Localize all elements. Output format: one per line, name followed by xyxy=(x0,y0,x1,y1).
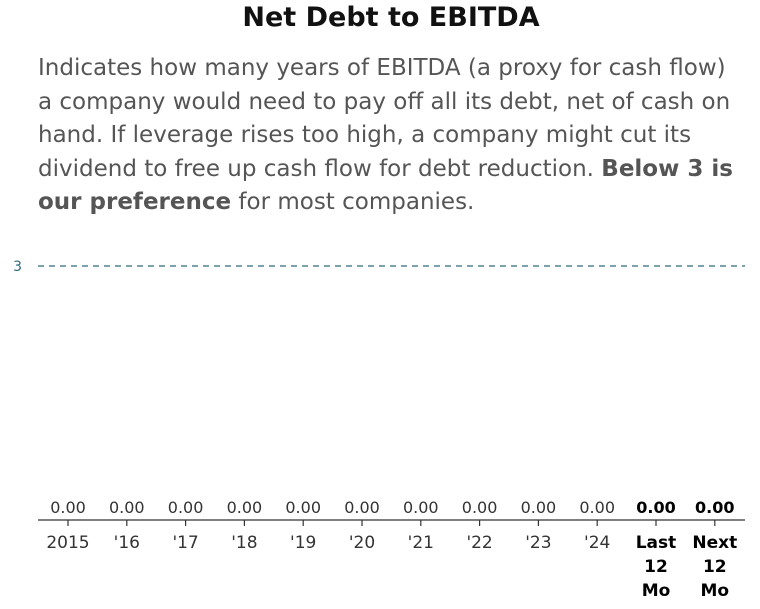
x-tick-label: '21 xyxy=(408,533,434,553)
x-tick-label: '17 xyxy=(172,533,198,553)
description-emphasis: Below 3 is our preference xyxy=(38,155,733,216)
x-tick-labels: 2015 '16 '17 '18 '19 '20 '21 '22 '23 '24 Last 12 Mo N… xyxy=(46,533,737,601)
value-labels: 0.00 0.00 0.00 0.00 0.00 0.00 0.00 0.00 0.00 0.00… xyxy=(50,498,734,517)
value-label: 0.00 xyxy=(109,498,145,517)
description-text-end: for most companies. xyxy=(231,189,475,215)
x-tick-label: '20 xyxy=(349,533,375,553)
value-label: 0.00 xyxy=(462,498,498,517)
description-text: Indicates how many years of EBITDA (a pr… xyxy=(38,55,731,182)
x-tick-label: '16 xyxy=(114,533,140,553)
x-tick-label: '18 xyxy=(231,533,257,553)
x-tick-label: '24 xyxy=(584,533,610,553)
value-label: 0.00 xyxy=(636,498,675,517)
x-tick-label: '23 xyxy=(525,533,551,553)
value-label: 0.00 xyxy=(227,498,263,517)
value-label: 0.00 xyxy=(695,498,734,517)
value-label: 0.00 xyxy=(403,498,439,517)
x-tick-label: '22 xyxy=(466,533,492,553)
value-label: 0.00 xyxy=(50,498,86,517)
x-tick-label: '19 xyxy=(290,533,316,553)
value-label: 0.00 xyxy=(285,498,321,517)
x-tick-label: Last 12 Mo xyxy=(636,533,677,601)
chart-title: Net Debt to EBITDA xyxy=(242,2,540,33)
value-label: 0.00 xyxy=(344,498,380,517)
x-tick-label: 2015 xyxy=(46,533,89,553)
threshold-label: 3 xyxy=(13,259,22,275)
x-axis xyxy=(38,519,745,526)
value-label: 0.00 xyxy=(168,498,204,517)
threshold-layer: 3 xyxy=(13,259,745,275)
chart-description: Indicates how many years of EBITDA (a pr… xyxy=(38,52,738,220)
x-tick-label: Next 12 Mo xyxy=(692,533,737,601)
value-label: 0.00 xyxy=(521,498,557,517)
value-label: 0.00 xyxy=(579,498,615,517)
